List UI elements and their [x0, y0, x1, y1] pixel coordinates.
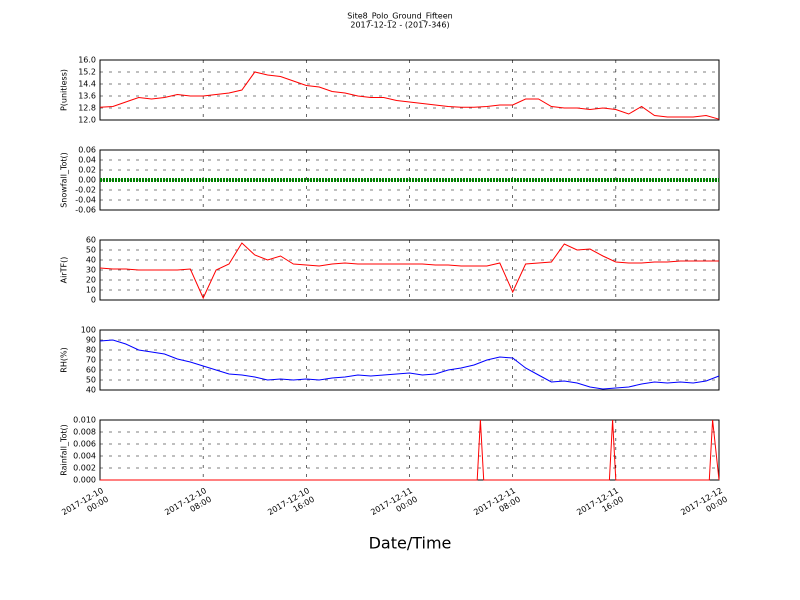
y-tick-label: -0.02 — [75, 186, 96, 195]
plot-frame — [99, 59, 720, 121]
plot-frame — [99, 329, 720, 391]
x-axis-label: Date/Time — [369, 534, 452, 553]
y-tick-label: 50 — [86, 376, 96, 385]
y-tick-label: -0.04 — [75, 196, 96, 205]
data-line — [99, 242, 719, 300]
data-line — [99, 71, 720, 120]
y-tick-label: 0.04 — [78, 156, 96, 165]
y-tick-label: 100 — [81, 326, 96, 335]
y-tick-label: 0.06 — [78, 146, 96, 155]
chart-subtitle: 2017-12-12 - (2017-346) — [350, 21, 449, 30]
y-axis-label: RH(%) — [60, 347, 69, 372]
y-tick-label: 30 — [86, 266, 96, 275]
y-tick-label: 0 — [91, 296, 96, 305]
y-tick-label: 50 — [86, 246, 96, 255]
plot-frame — [99, 239, 720, 301]
y-tick-label: 15.2 — [78, 68, 96, 77]
y-tick-label: 0.004 — [73, 452, 96, 461]
y-tick-label: 12.8 — [78, 104, 96, 113]
y-tick-label: 20 — [86, 276, 96, 285]
chart-title: Site8_Polo_Ground_Fifteen — [347, 12, 452, 21]
y-axis-label: P(unitless) — [60, 69, 69, 111]
y-axis-label: Rainfall_Tot() — [60, 424, 69, 476]
y-tick-label: 40 — [86, 386, 96, 395]
y-tick-label: 80 — [86, 346, 96, 355]
y-tick-label: 0.00 — [78, 176, 96, 185]
y-tick-label: 0.010 — [73, 416, 96, 425]
y-tick-label: 40 — [86, 256, 96, 265]
y-tick-label: 0.000 — [73, 476, 96, 485]
y-axis-label: Snowfall_Tot() — [60, 152, 69, 208]
data-line — [100, 419, 720, 481]
y-tick-label: 16.0 — [78, 56, 96, 65]
y-tick-label: 60 — [86, 236, 96, 245]
y-tick-label: 0.002 — [73, 464, 96, 473]
y-tick-label: -0.06 — [75, 206, 96, 215]
y-tick-label: 70 — [86, 356, 96, 365]
y-tick-label: 0.008 — [73, 428, 96, 437]
data-line — [99, 339, 720, 390]
y-tick-label: 10 — [86, 286, 96, 295]
y-tick-label: 14.4 — [78, 80, 96, 89]
y-tick-label: 60 — [86, 366, 96, 375]
y-axis-label: AirTF() — [60, 257, 69, 284]
y-tick-label: 13.6 — [78, 92, 96, 101]
y-tick-label: 12.0 — [78, 116, 96, 125]
y-tick-label: 90 — [86, 336, 96, 345]
y-tick-label: 0.006 — [73, 440, 96, 449]
y-tick-label: 0.02 — [78, 166, 96, 175]
